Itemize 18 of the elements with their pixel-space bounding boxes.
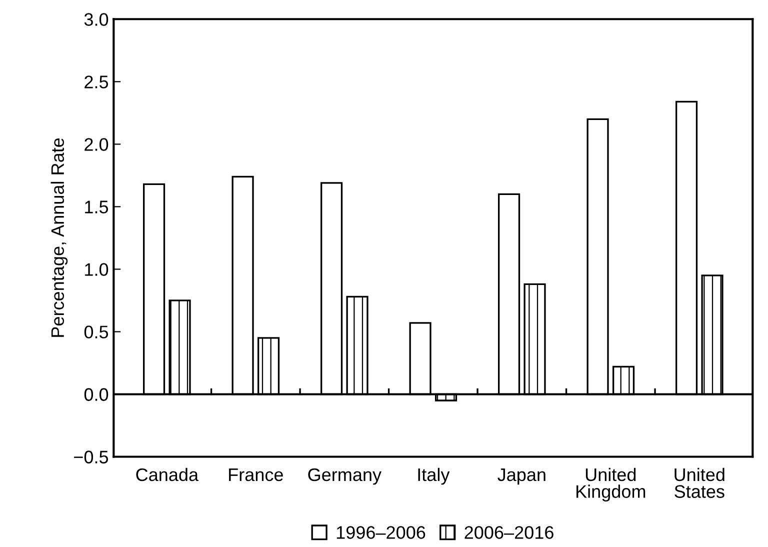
y-tick-label: 1.5 [85, 200, 108, 214]
y-tick-label: 3.0 [84, 13, 108, 26]
x-tick-label: Germany [308, 468, 382, 485]
legend-label: 2006–2016 [464, 526, 554, 539]
y-tick-label: −0.5 [74, 450, 108, 464]
x-tick-label: Japan [498, 468, 546, 485]
x-tick-label: France [229, 468, 283, 482]
y-tick-label: 0.0 [84, 388, 108, 401]
x-tick-label: Italy [418, 468, 450, 485]
x-tick-label: United Kingdom [576, 468, 646, 502]
y-tick-label: 2.5 [84, 76, 108, 88]
legend-label: 1996–2006 [336, 526, 426, 539]
x-tick-label: United States [674, 468, 724, 498]
y-axis-title: Percentage, Annual Rate [50, 138, 68, 337]
x-tick-label: Canada [136, 468, 199, 482]
y-tick-label: 2.0 [84, 138, 108, 151]
y-tick-label: 0.5 [84, 326, 108, 338]
y-tick-label: 1.0 [85, 263, 108, 276]
